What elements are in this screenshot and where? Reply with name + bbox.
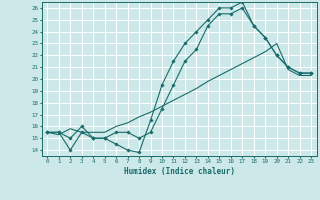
X-axis label: Humidex (Indice chaleur): Humidex (Indice chaleur)	[124, 167, 235, 176]
